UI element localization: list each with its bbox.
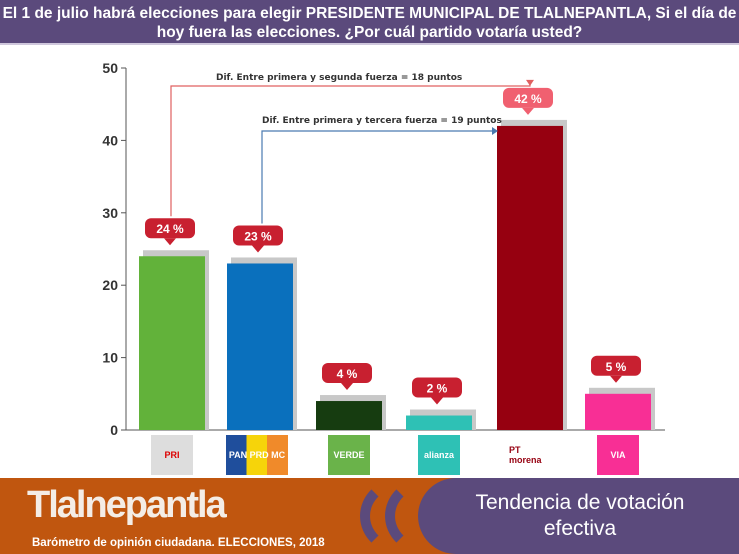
data-label-bubble (233, 225, 283, 246)
data-label: 5 % (606, 360, 627, 374)
bar-nueva-alianza (406, 415, 472, 430)
y-tick-label: 10 (102, 350, 118, 366)
data-label-pointer (522, 107, 534, 115)
bar-via-radical (585, 393, 651, 430)
data-label: 2 % (427, 382, 448, 396)
annotation-arrow-third (261, 130, 492, 224)
data-label-pointer (252, 245, 264, 253)
bar-verde (316, 401, 382, 430)
data-label: 23 % (244, 229, 272, 243)
question-title: El 1 de julio habrá elecciones para eleg… (2, 5, 737, 41)
brand-title: Tlalnepantla (27, 484, 227, 526)
data-label: 42 % (514, 92, 542, 106)
bar-pt-morena-pes (497, 125, 563, 431)
party-logo-nueva-alianza: alianza (418, 435, 460, 475)
y-tick-label: 0 (110, 422, 118, 438)
decorative-arc (385, 478, 465, 554)
bar-pan-prd-mc (227, 263, 293, 430)
data-label-bubble (412, 377, 462, 398)
arrowhead (492, 127, 498, 135)
y-tick-label: 20 (102, 277, 118, 293)
bar-pri (139, 256, 205, 430)
data-label-bubble (322, 363, 372, 384)
data-label-pointer (164, 238, 176, 246)
annotation-text: Dif. Entre primera y tercera fuerza = 19… (262, 116, 502, 126)
party-logo-pri: PRI (151, 435, 193, 475)
party-logo-verde: VERDE (328, 435, 370, 475)
bar-chart: 0 10 20 30 40 50 24 % 23 % 4 % 2 % 42 % 5 % Dif. Ent… (102, 60, 665, 438)
data-label: 4 % (337, 367, 358, 381)
footer-subtitle: Barómetro de opinión ciudadana. ELECCION… (32, 537, 325, 549)
decorative-arc (360, 478, 440, 554)
data-label-pointer (610, 375, 622, 383)
party-logo-via-radical: VIA (597, 435, 639, 475)
y-tick-label: 40 (102, 132, 118, 148)
data-label-pointer (431, 397, 443, 405)
data-label-bubble (145, 218, 195, 239)
data-label-bubble (591, 355, 641, 376)
annotation-arrow-second (170, 83, 531, 217)
arrowhead (526, 79, 534, 86)
party-logo-pan-prd-mc: PAN PRD MC (226, 435, 288, 475)
annotation-text: Dif. Entre primera y segunda fuerza = 18… (216, 73, 462, 83)
y-tick-label: 50 (102, 60, 118, 76)
chart-title-bar: El 1 de julio habrá elecciones para eleg… (0, 0, 739, 45)
data-label: 24 % (156, 222, 184, 236)
footer-banner: Tlalnepantla Barómetro de opinión ciudad… (0, 478, 739, 554)
party-logo-pt-morena-pes: PT morena (509, 435, 551, 475)
y-tick-label: 30 (102, 205, 118, 221)
footer-purple-panel (418, 478, 739, 554)
data-label-bubble (503, 87, 553, 108)
data-label-pointer (341, 383, 353, 391)
trend-title: Tendencia de votación efectiva (475, 491, 685, 540)
